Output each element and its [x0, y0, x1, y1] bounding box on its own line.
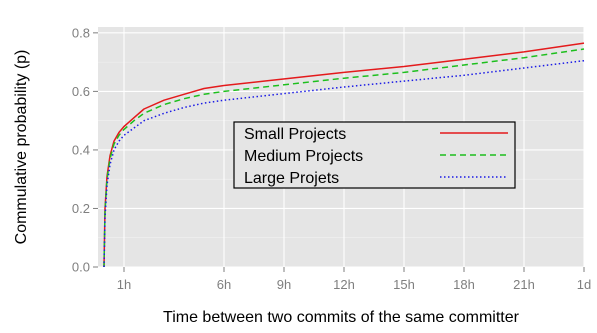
legend-label: Large Projets [244, 170, 339, 187]
legend-label: Small Projects [244, 126, 346, 143]
x-tick-label: 15h [393, 277, 415, 292]
y-tick-label: 0.2 [72, 201, 90, 216]
series-line [103, 48, 585, 268]
x-axis: 1h 6h 9h 12h 15h 18h 21h 1d [117, 267, 591, 292]
series-line [103, 59, 585, 268]
x-tick-label: 1d [577, 277, 591, 292]
series-layer [103, 42, 585, 268]
y-tick-label: 0.8 [72, 25, 90, 40]
x-tick-label: 18h [453, 277, 475, 292]
y-tick-label: 0.6 [72, 84, 90, 99]
x-tick-label: 6h [217, 277, 231, 292]
x-tick-label: 9h [277, 277, 291, 292]
y-axis: 0.0 0.2 0.4 0.6 0.8 [72, 25, 98, 275]
x-tick-label: 1h [117, 277, 131, 292]
legend: Small Projects Medium Projects Large Proje… [233, 121, 516, 189]
x-axis-title: Time between two commits of the same com… [163, 309, 520, 326]
x-tick-label: 21h [513, 277, 535, 292]
y-axis-title: Commulative probability (p) [13, 50, 30, 245]
x-tick-label: 12h [333, 277, 355, 292]
legend-label: Medium Projects [244, 148, 363, 165]
y-tick-label: 0.0 [72, 260, 90, 275]
series-line [103, 42, 585, 268]
y-tick-label: 0.4 [72, 142, 90, 157]
